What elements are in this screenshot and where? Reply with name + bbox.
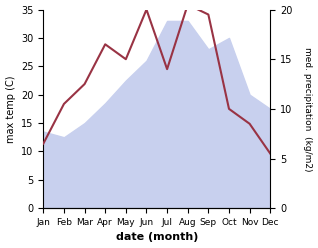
- X-axis label: date (month): date (month): [116, 232, 198, 243]
- Y-axis label: med. precipitation  (kg/m2): med. precipitation (kg/m2): [303, 47, 313, 171]
- Y-axis label: max temp (C): max temp (C): [5, 75, 16, 143]
